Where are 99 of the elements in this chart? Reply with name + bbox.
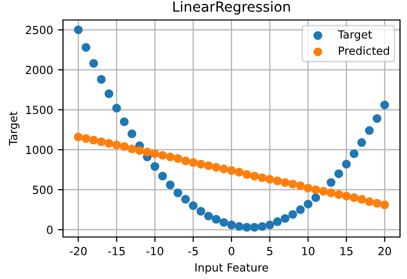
point [219,218,228,227]
point [242,170,252,179]
legend-label: Predicted [338,46,389,55]
x-tick-label: 10 [302,246,314,256]
point [234,168,244,176]
point [288,180,298,188]
point [350,149,358,158]
point [296,205,305,214]
point [104,89,114,98]
point [304,184,312,192]
point [112,104,121,113]
point [142,148,152,156]
point [120,142,129,151]
point [135,146,144,155]
x-tick-label: 0 [228,246,234,256]
point [273,217,282,226]
point [104,138,114,148]
point [265,174,274,184]
x-tick-label: 5 [267,247,272,256]
point [357,138,366,147]
point [234,222,244,231]
y-tick-label: 1500 [26,106,53,114]
x-axis-title: Input Feature [195,263,268,274]
point [227,220,236,230]
x-tick-label: -5 [188,247,198,256]
point [96,75,106,84]
point [326,188,336,198]
point [158,150,167,160]
point [280,178,290,187]
y-tick-label: 0 [46,226,53,234]
point [82,134,90,143]
point [120,117,129,126]
point [74,25,83,34]
point [89,136,98,144]
point [350,193,358,202]
point [150,149,160,158]
point [174,154,182,163]
y-axis-title: Target [9,112,20,146]
point [250,222,259,232]
point [372,114,382,123]
point [342,160,351,168]
point [342,192,351,200]
point [319,186,328,196]
point [265,220,274,230]
point [112,140,121,150]
point [219,164,228,174]
point [380,200,390,210]
chart-title: LinearRegression [173,1,290,15]
y-tick-label: 2000 [26,66,53,74]
point [181,194,190,204]
point [242,222,252,232]
point [174,188,182,198]
point [196,206,206,216]
point [128,129,136,138]
point [326,178,336,187]
point [280,214,290,223]
point [212,162,221,172]
point [188,158,198,167]
point [128,144,136,154]
x-tick-label: -20 [70,246,87,256]
x-tick-label: 15 [340,247,352,256]
x-tick-label: 20 [378,246,392,256]
point [204,212,213,220]
point [258,173,267,182]
point [258,222,267,231]
y-tick-label: 2500 [26,26,53,34]
x-tick-label: -15 [108,247,125,256]
point [364,197,374,206]
y-tick-label: 1000 [26,146,53,154]
point [273,176,282,186]
point [74,132,83,142]
point [311,185,320,194]
point [288,210,298,219]
x-tick-label: -10 [146,246,164,256]
point [188,201,198,210]
legend-label: Target [338,30,372,41]
point [196,160,206,168]
point [334,169,344,178]
point [166,152,175,162]
point [158,172,167,180]
point [212,214,221,224]
point [364,126,374,135]
point [150,162,160,171]
point [357,194,366,204]
point [304,200,312,208]
point [227,166,236,175]
point [380,100,390,110]
point [311,193,320,202]
point [96,137,106,146]
point [250,172,259,180]
point [181,156,190,166]
point [372,198,382,208]
point [166,180,175,190]
point [89,59,98,68]
point [82,43,90,52]
point [334,190,344,199]
point [204,161,213,170]
point [296,181,305,190]
y-tick-label: 500 [32,186,53,194]
